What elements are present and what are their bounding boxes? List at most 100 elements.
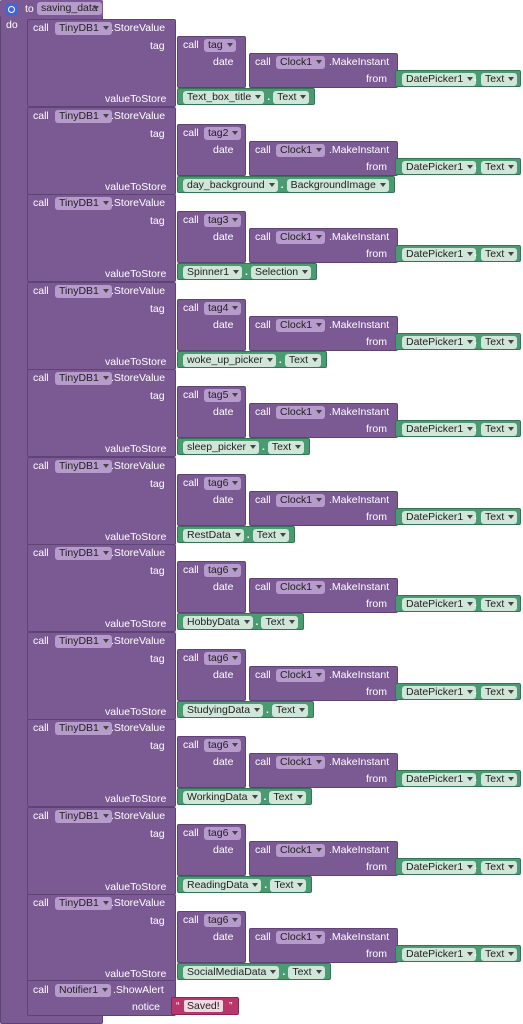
store-value-block[interactable]: call TinyDB1 .StoreValue tag valueToStore [27, 107, 176, 195]
clock-dropdown[interactable]: Clock1 [276, 756, 326, 769]
store-value-block[interactable]: call TinyDB1 .StoreValue tag valueToStore [27, 282, 176, 370]
tinydb-dropdown[interactable]: TinyDB1 [55, 460, 112, 473]
tag-call-block[interactable]: call tag date [177, 36, 246, 88]
datepicker-getter[interactable]: DatePicker1. Text [395, 683, 521, 700]
datepicker-dropdown[interactable]: DatePicker1 [402, 248, 477, 261]
value-getter[interactable]: sleep_picker. Text [177, 438, 311, 455]
make-instant-block[interactable]: call Clock1 .MakeInstant from [249, 403, 398, 438]
tag-call-block[interactable]: call tag2 date [177, 124, 246, 176]
datepicker-property-dropdown[interactable]: Text [481, 948, 518, 961]
property-dropdown[interactable]: Selection [250, 266, 312, 279]
clock-dropdown[interactable]: Clock1 [276, 144, 326, 157]
component-dropdown[interactable]: HobbyData [183, 616, 253, 629]
value-getter[interactable]: Text_box_title. Text [177, 88, 316, 105]
tinydb-dropdown[interactable]: TinyDB1 [55, 372, 112, 385]
make-instant-block[interactable]: call Clock1 .MakeInstant from [249, 228, 398, 263]
tinydb-dropdown[interactable]: TinyDB1 [55, 110, 112, 123]
store-value-block[interactable]: call TinyDB1 .StoreValue tag valueToStore [27, 19, 176, 107]
value-getter[interactable]: Spinner1. Selection [177, 263, 318, 280]
datepicker-dropdown[interactable]: DatePicker1 [402, 598, 477, 611]
tag-procedure-dropdown[interactable]: tag2 [204, 127, 242, 140]
tinydb-dropdown[interactable]: TinyDB1 [55, 722, 112, 735]
clock-dropdown[interactable]: Clock1 [276, 406, 326, 419]
value-getter[interactable]: HobbyData. Text [177, 613, 304, 630]
tag-call-block[interactable]: call tag3 date [177, 211, 246, 263]
tinydb-dropdown[interactable]: TinyDB1 [55, 897, 112, 910]
datepicker-getter[interactable]: DatePicker1. Text [395, 770, 521, 787]
tag-procedure-dropdown[interactable]: tag4 [204, 302, 242, 315]
datepicker-getter[interactable]: DatePicker1. Text [395, 945, 521, 962]
datepicker-getter[interactable]: DatePicker1. Text [395, 158, 521, 175]
tag-call-block[interactable]: call tag6 date [177, 649, 246, 701]
tag-call-block[interactable]: call tag6 date [177, 561, 246, 613]
datepicker-getter[interactable]: DatePicker1. Text [395, 70, 521, 87]
datepicker-dropdown[interactable]: DatePicker1 [402, 948, 477, 961]
make-instant-block[interactable]: call Clock1 .MakeInstant from [249, 316, 398, 351]
clock-dropdown[interactable]: Clock1 [276, 581, 326, 594]
datepicker-property-dropdown[interactable]: Text [481, 336, 518, 349]
datepicker-property-dropdown[interactable]: Text [481, 686, 518, 699]
component-dropdown[interactable]: woke_up_picker [183, 354, 276, 367]
tag-call-block[interactable]: call tag4 date [177, 299, 246, 351]
datepicker-property-dropdown[interactable]: Text [481, 598, 518, 611]
store-value-block[interactable]: call TinyDB1 .StoreValue tag valueToStore [27, 194, 176, 282]
tag-call-block[interactable]: call tag5 date [177, 386, 246, 438]
datepicker-property-dropdown[interactable]: Text [481, 248, 518, 261]
datepicker-getter[interactable]: DatePicker1. Text [395, 595, 521, 612]
tag-procedure-dropdown[interactable]: tag6 [204, 914, 242, 927]
store-value-block[interactable]: call TinyDB1 .StoreValue tag valueToStore [27, 369, 176, 457]
clock-dropdown[interactable]: Clock1 [276, 319, 326, 332]
property-dropdown[interactable]: Text [269, 791, 306, 804]
clock-dropdown[interactable]: Clock1 [276, 669, 326, 682]
tag-call-block[interactable]: call tag6 date [177, 736, 246, 788]
notifier-dropdown[interactable]: Notifier1 [55, 984, 112, 997]
store-value-block[interactable]: call TinyDB1 .StoreValue tag valueToStore [27, 632, 176, 720]
datepicker-property-dropdown[interactable]: Text [481, 511, 518, 524]
tag-procedure-dropdown[interactable]: tag6 [204, 739, 242, 752]
tag-procedure-dropdown[interactable]: tag6 [204, 564, 242, 577]
store-value-block[interactable]: call TinyDB1 .StoreValue tag valueToStore [27, 719, 176, 807]
component-dropdown[interactable]: Spinner1 [183, 266, 243, 279]
make-instant-block[interactable]: call Clock1 .MakeInstant from [249, 491, 398, 526]
make-instant-block[interactable]: call Clock1 .MakeInstant from [249, 841, 398, 876]
procedure-header[interactable]: to saving_data [0, 0, 103, 17]
make-instant-block[interactable]: call Clock1 .MakeInstant from [249, 928, 398, 963]
component-dropdown[interactable]: StudyingData [183, 704, 264, 717]
value-getter[interactable]: day_background. BackgroundImage [177, 176, 395, 193]
datepicker-property-dropdown[interactable]: Text [481, 161, 518, 174]
component-dropdown[interactable]: SocialMediaData [183, 966, 280, 979]
property-dropdown[interactable]: Text [252, 529, 289, 542]
datepicker-getter[interactable]: DatePicker1. Text [395, 420, 521, 437]
make-instant-block[interactable]: call Clock1 .MakeInstant from [249, 666, 398, 701]
value-getter[interactable]: SocialMediaData. Text [177, 963, 331, 980]
component-dropdown[interactable]: RestData [183, 529, 244, 542]
clock-dropdown[interactable]: Clock1 [276, 231, 326, 244]
datepicker-dropdown[interactable]: DatePicker1 [402, 511, 477, 524]
make-instant-block[interactable]: call Clock1 .MakeInstant from [249, 578, 398, 613]
tinydb-dropdown[interactable]: TinyDB1 [55, 810, 112, 823]
alert-message[interactable]: Saved! [184, 1000, 223, 1012]
clock-dropdown[interactable]: Clock1 [276, 494, 326, 507]
make-instant-block[interactable]: call Clock1 .MakeInstant from [249, 753, 398, 788]
component-dropdown[interactable]: sleep_picker [183, 441, 259, 454]
value-getter[interactable]: StudyingData. Text [177, 701, 315, 718]
show-alert-block[interactable]: call Notifier1 .ShowAlert notice [27, 980, 176, 1016]
datepicker-property-dropdown[interactable]: Text [481, 423, 518, 436]
tag-procedure-dropdown[interactable]: tag6 [204, 477, 242, 490]
clock-dropdown[interactable]: Clock1 [276, 844, 326, 857]
property-dropdown[interactable]: Text [271, 704, 309, 717]
store-value-block[interactable]: call TinyDB1 .StoreValue tag valueToStore [27, 894, 176, 982]
datepicker-dropdown[interactable]: DatePicker1 [402, 686, 477, 699]
tag-procedure-dropdown[interactable]: tag6 [204, 827, 242, 840]
datepicker-property-dropdown[interactable]: Text [481, 773, 518, 786]
datepicker-getter[interactable]: DatePicker1. Text [395, 508, 521, 525]
tinydb-dropdown[interactable]: TinyDB1 [55, 635, 112, 648]
tag-procedure-dropdown[interactable]: tag [204, 39, 236, 52]
store-value-block[interactable]: call TinyDB1 .StoreValue tag valueToStore [27, 544, 176, 632]
datepicker-getter[interactable]: DatePicker1. Text [395, 245, 521, 262]
tag-call-block[interactable]: call tag6 date [177, 474, 246, 526]
gear-icon[interactable] [5, 3, 18, 16]
property-dropdown[interactable]: Text [288, 966, 325, 979]
component-dropdown[interactable]: day_background [183, 179, 278, 192]
property-dropdown[interactable]: Text [261, 616, 298, 629]
